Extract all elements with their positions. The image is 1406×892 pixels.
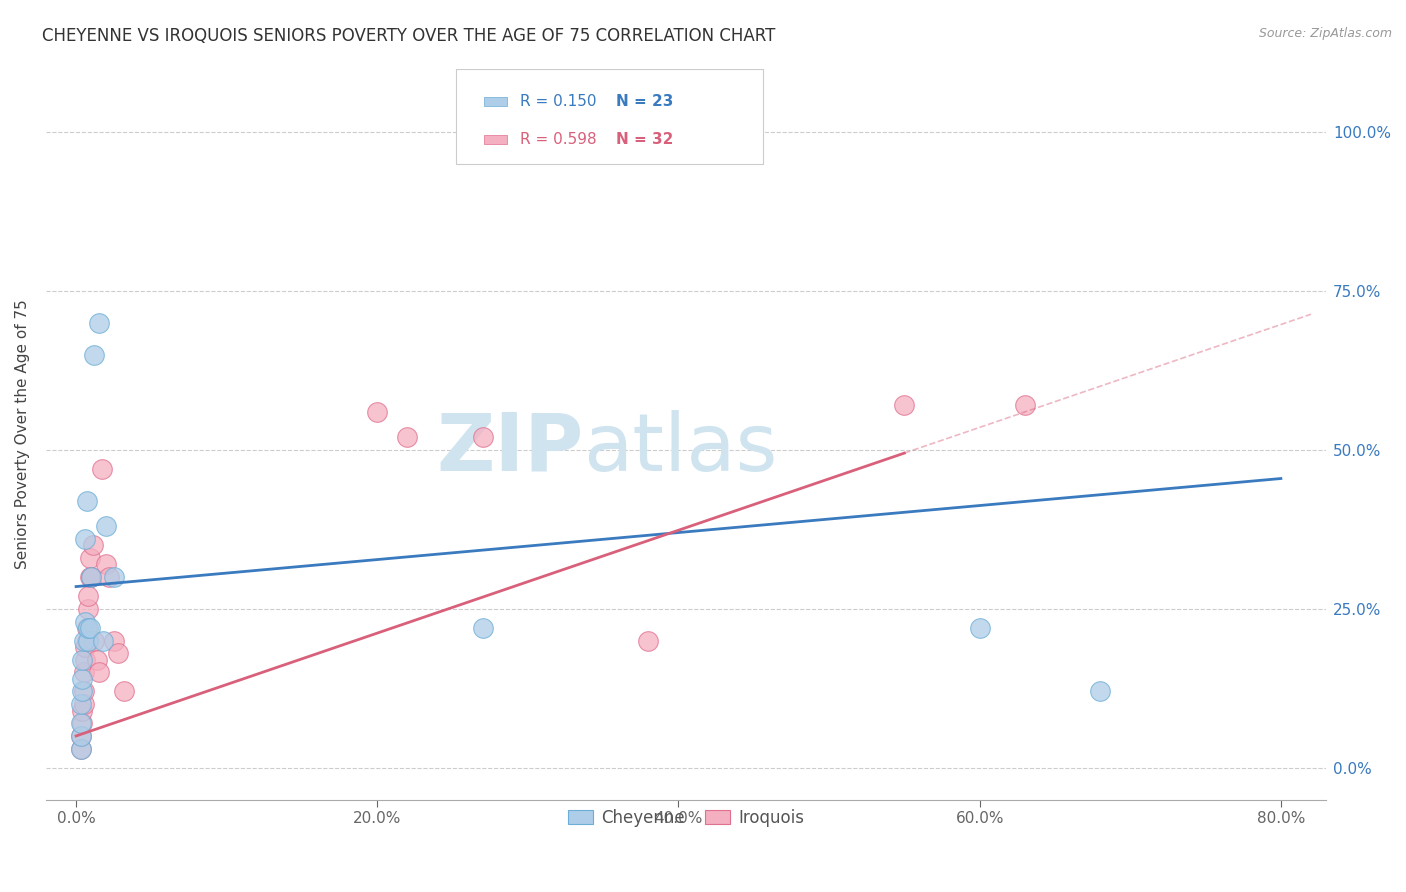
Point (69, 729, 91, 743)
Text: atlas: atlas (583, 409, 778, 488)
Point (96, 558, 118, 572)
Point (107, 646, 129, 660)
Point (70, 704, 93, 718)
Point (1014, 399, 1036, 413)
Y-axis label: Seniors Poverty Over the Age of 75: Seniors Poverty Over the Age of 75 (15, 299, 30, 569)
Point (471, 430, 494, 444)
Point (112, 684, 135, 698)
Point (75, 653, 97, 667)
Point (76, 621, 98, 635)
Point (893, 399, 915, 413)
Point (69, 729, 91, 743)
Point (70, 653, 93, 667)
Point (91, 633, 114, 648)
Point (396, 430, 419, 444)
Text: R = 0.598: R = 0.598 (520, 132, 596, 147)
Point (76, 493, 98, 508)
Point (72, 684, 94, 698)
Text: Source: ZipAtlas.com: Source: ZipAtlas.com (1258, 27, 1392, 40)
Point (90, 462, 112, 476)
FancyBboxPatch shape (484, 97, 506, 106)
Point (79, 551, 101, 566)
Point (366, 405, 388, 419)
Point (72, 665, 94, 680)
Point (72, 633, 94, 648)
Text: N = 32: N = 32 (616, 132, 673, 147)
Point (70, 672, 93, 686)
Point (70, 684, 93, 698)
Point (86, 653, 108, 667)
Point (77, 621, 100, 635)
Point (80, 570, 103, 584)
Point (70, 716, 93, 731)
Text: ZIP: ZIP (436, 409, 583, 488)
Point (75, 640, 97, 654)
FancyBboxPatch shape (456, 69, 763, 163)
Point (76, 633, 98, 648)
Point (72, 697, 94, 711)
Point (75, 532, 97, 546)
Point (1088, 684, 1111, 698)
Point (969, 621, 991, 635)
Point (77, 602, 100, 616)
Point (69, 697, 91, 711)
Point (69, 741, 91, 756)
Point (77, 589, 100, 603)
Point (79, 621, 101, 635)
Point (637, 633, 659, 648)
Point (77, 633, 100, 648)
Point (75, 615, 97, 629)
Point (87, 665, 110, 680)
Text: R = 0.150: R = 0.150 (520, 95, 596, 110)
FancyBboxPatch shape (484, 135, 506, 145)
Point (83, 347, 105, 361)
Text: CHEYENNE VS IROQUOIS SENIORS POVERTY OVER THE AGE OF 75 CORRELATION CHART: CHEYENNE VS IROQUOIS SENIORS POVERTY OVE… (42, 27, 776, 45)
Point (96, 519, 118, 533)
Point (87, 316, 110, 330)
Point (69, 716, 91, 731)
Point (79, 570, 101, 584)
Point (98, 570, 121, 584)
Point (82, 538, 104, 552)
Text: N = 23: N = 23 (616, 95, 673, 110)
Point (103, 633, 125, 648)
Legend: Cheyenne, Iroquois: Cheyenne, Iroquois (560, 800, 813, 835)
Point (83, 633, 105, 648)
Point (80, 570, 103, 584)
Point (69, 741, 91, 756)
Point (103, 570, 125, 584)
Point (471, 621, 494, 635)
